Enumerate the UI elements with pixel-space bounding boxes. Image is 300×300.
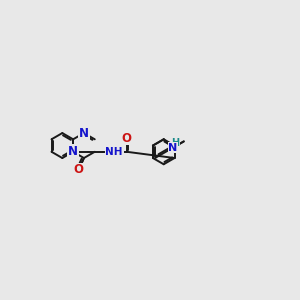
Text: N: N bbox=[79, 127, 89, 140]
Text: O: O bbox=[122, 132, 132, 145]
Text: N: N bbox=[68, 145, 78, 158]
Text: N: N bbox=[168, 143, 178, 153]
Text: NH: NH bbox=[105, 147, 123, 157]
Text: H: H bbox=[171, 138, 179, 148]
Text: O: O bbox=[74, 164, 84, 176]
